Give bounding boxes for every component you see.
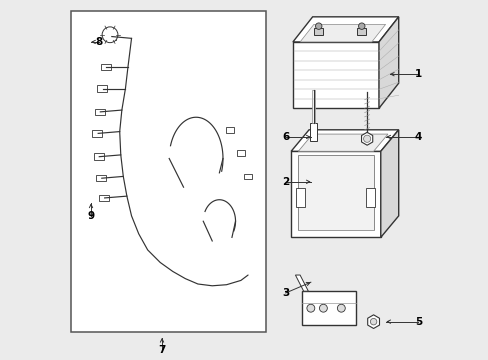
Polygon shape	[378, 17, 398, 108]
Bar	[298, 155, 373, 230]
Bar	[312, 90, 314, 123]
Polygon shape	[380, 130, 398, 237]
Bar	[290, 151, 380, 237]
Bar	[101, 64, 110, 70]
Polygon shape	[361, 132, 372, 145]
Text: 2: 2	[282, 177, 289, 187]
Text: 9: 9	[87, 211, 94, 221]
Text: 1: 1	[414, 69, 421, 79]
Text: 3: 3	[282, 288, 289, 298]
Bar	[93, 153, 103, 160]
Bar	[237, 150, 244, 156]
Polygon shape	[290, 130, 398, 151]
Circle shape	[337, 304, 345, 312]
Circle shape	[102, 27, 118, 42]
Bar	[92, 130, 102, 136]
Bar	[309, 123, 317, 140]
Bar	[301, 291, 355, 325]
Circle shape	[369, 319, 376, 325]
Polygon shape	[292, 17, 398, 42]
Bar	[106, 33, 116, 40]
Bar	[99, 195, 109, 201]
Text: 5: 5	[414, 317, 421, 327]
Polygon shape	[300, 24, 385, 42]
Polygon shape	[295, 275, 308, 291]
Circle shape	[363, 135, 370, 142]
Bar	[292, 42, 378, 108]
Circle shape	[319, 304, 326, 312]
Text: 7: 7	[158, 345, 165, 355]
Text: 6: 6	[282, 132, 289, 142]
Bar	[313, 28, 323, 36]
Text: 8: 8	[96, 37, 102, 47]
Circle shape	[358, 23, 364, 30]
Bar	[366, 188, 375, 207]
Bar	[70, 12, 265, 332]
Polygon shape	[367, 315, 379, 328]
Bar	[97, 85, 107, 92]
Text: 4: 4	[414, 132, 421, 142]
Bar	[244, 174, 251, 179]
Bar	[356, 28, 366, 36]
Circle shape	[315, 23, 321, 30]
Bar	[296, 188, 305, 207]
Bar	[226, 127, 234, 133]
Bar	[94, 109, 104, 115]
Polygon shape	[298, 134, 387, 151]
Circle shape	[306, 304, 314, 312]
Bar	[96, 175, 106, 181]
